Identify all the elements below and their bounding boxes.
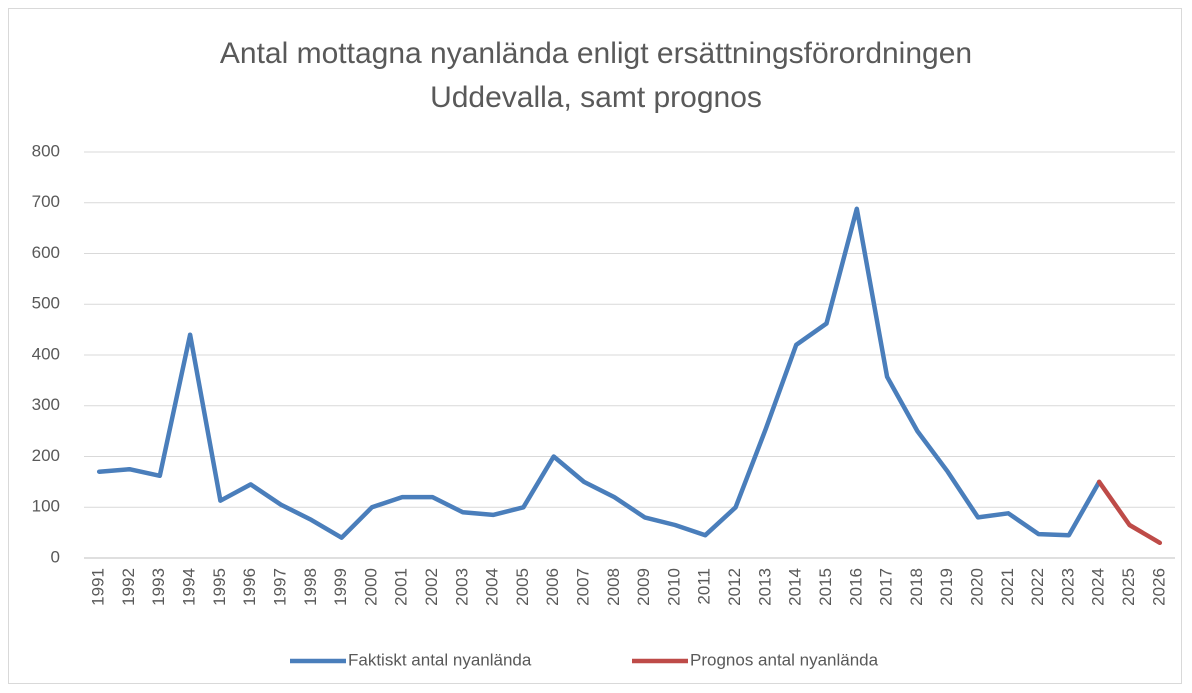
y-tick-label: 800 — [32, 141, 60, 160]
y-tick-label: 200 — [32, 446, 60, 465]
x-tick-label: 2014 — [786, 568, 805, 606]
x-tick-label: 1998 — [301, 568, 320, 606]
legend-label: Faktiskt antal nyanlända — [348, 650, 532, 669]
x-tick-label: 2008 — [604, 568, 623, 606]
x-tick-label: 2024 — [1089, 568, 1108, 606]
x-tick-label: 1993 — [149, 568, 168, 606]
y-tick-label: 0 — [51, 547, 60, 566]
x-tick-label: 1992 — [119, 568, 138, 606]
x-tick-label: 2004 — [483, 568, 502, 606]
x-tick-label: 1994 — [180, 568, 199, 606]
x-tick-label: 2022 — [1028, 568, 1047, 606]
x-tick-label: 1997 — [270, 568, 289, 606]
x-tick-label: 1991 — [89, 568, 108, 606]
y-tick-label: 700 — [32, 192, 60, 211]
x-tick-label: 2016 — [846, 568, 865, 606]
x-tick-label: 2025 — [1119, 568, 1138, 606]
x-tick-label: 2018 — [907, 568, 926, 606]
x-tick-label: 2002 — [422, 568, 441, 606]
chart-title: Antal mottagna nyanlända enligt ersättni… — [219, 37, 973, 114]
chart-frame — [8, 8, 1182, 684]
x-tick-label: 2026 — [1149, 568, 1168, 606]
x-tick-label: 2007 — [574, 568, 593, 606]
x-tick-label: 2019 — [937, 568, 956, 606]
series-line — [1096, 479, 1163, 546]
series-line — [96, 206, 1102, 540]
x-tick-label: 2005 — [513, 568, 532, 606]
x-tick-label: 1995 — [210, 568, 229, 606]
x-tick-label: 2010 — [664, 568, 683, 606]
x-tick-label: 1996 — [240, 568, 259, 606]
x-tick-label: 2001 — [392, 568, 411, 606]
legend-label: Prognos antal nyanlända — [690, 650, 879, 669]
y-tick-label: 100 — [32, 497, 60, 516]
x-tick-label: 2011 — [695, 568, 714, 605]
x-tick-label: 2023 — [1058, 568, 1077, 606]
y-tick-label: 600 — [32, 243, 60, 262]
x-tick-label: 2003 — [452, 568, 471, 606]
x-tick-label: 2021 — [998, 568, 1017, 606]
x-tick-label: 2012 — [725, 568, 744, 606]
x-tick-label: 2017 — [877, 568, 896, 606]
y-tick-label: 500 — [32, 294, 60, 313]
x-tick-label: 2006 — [543, 568, 562, 606]
x-tick-label: 2000 — [361, 568, 380, 606]
x-tick-label: 2009 — [634, 568, 653, 606]
x-tick-label: 1999 — [331, 568, 350, 606]
x-tick-label: 2015 — [816, 568, 835, 606]
y-tick-label: 400 — [32, 344, 60, 363]
x-tick-label: 2020 — [967, 568, 986, 606]
y-tick-label: 300 — [32, 395, 60, 414]
x-tick-label: 2013 — [755, 568, 774, 606]
